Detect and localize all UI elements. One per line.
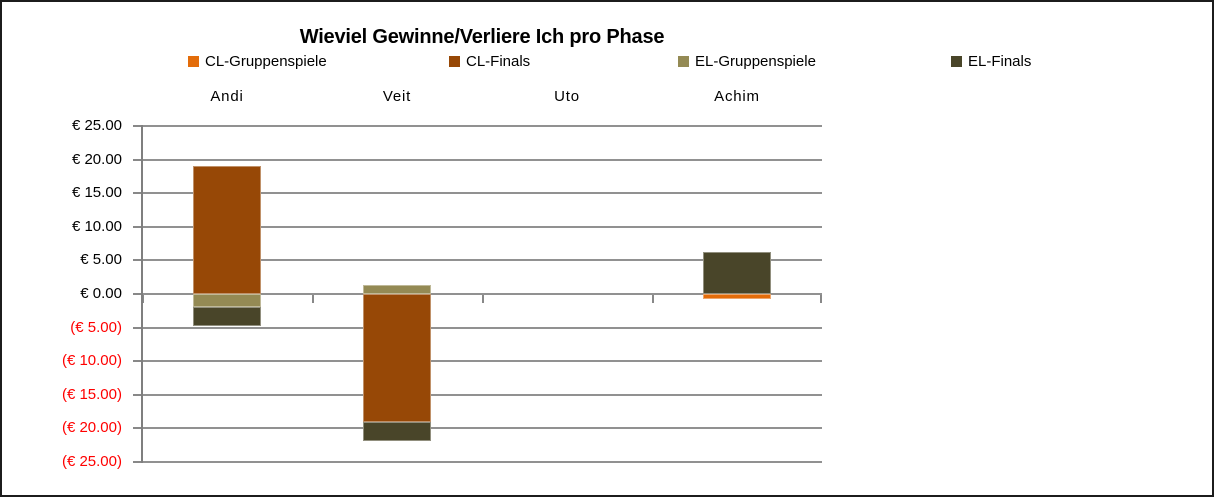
- legend-item-cl-finals[interactable]: CL-Finals: [449, 52, 530, 70]
- legend-item-el-gruppenspiele[interactable]: EL-Gruppenspiele: [678, 52, 816, 70]
- gridline: [142, 125, 822, 127]
- bar-segment-cl-finals-andi[interactable]: [193, 166, 261, 294]
- value-axis-tick-label: € 20.00: [71, 151, 122, 168]
- legend-item-el-finals[interactable]: EL-Finals: [951, 52, 1031, 70]
- value-axis-tick: [133, 192, 142, 194]
- value-axis-tick: [133, 327, 142, 329]
- value-axis-tick: [133, 226, 142, 228]
- legend-swatch-icon: [449, 55, 460, 67]
- gridline: [142, 226, 822, 228]
- value-axis-tick: [133, 125, 142, 127]
- category-axis-tick: [312, 295, 314, 303]
- legend-label: CL-Finals: [466, 52, 531, 70]
- category-axis-labels: Andi Veit Uto Achim: [2, 88, 1212, 108]
- bar-segment-el-gruppenspiele-andi[interactable]: [193, 294, 261, 307]
- value-axis-labels: € 25.00 € 20.00 € 15.00 € 10.00 € 5.00 € 0.00…: [20, 2, 122, 495]
- value-axis-tick-label: € 10.00: [71, 218, 122, 235]
- zero-gridline: [142, 293, 822, 295]
- gridline: [142, 192, 822, 194]
- legend-item-cl-gruppenspiele[interactable]: CL-Gruppenspiele: [188, 52, 327, 70]
- chart-title[interactable]: Wieviel Gewinne/Verliere Ich pro Phase: [299, 26, 665, 48]
- value-axis-tick-label: (€ 5.00): [70, 319, 122, 336]
- value-axis-tick-label: (€ 25.00): [61, 453, 122, 470]
- value-axis-tick: [133, 259, 142, 261]
- value-axis-tick-label: € 0.00: [80, 285, 122, 302]
- value-axis-tick-label: € 5.00: [80, 251, 122, 268]
- category-axis-tick: [820, 295, 822, 303]
- value-axis-tick-label: (€ 10.00): [61, 352, 122, 369]
- value-axis-tick: [133, 360, 142, 362]
- gridline: [142, 159, 822, 161]
- bar-segment-el-finals-achim[interactable]: [703, 252, 771, 294]
- bar-segment-el-finals-veit[interactable]: [363, 422, 431, 441]
- bar-segment-el-gruppenspiele-veit[interactable]: [363, 285, 431, 294]
- value-axis-tick: [133, 394, 142, 396]
- value-axis-tick-label: (€ 15.00): [61, 386, 122, 403]
- legend-swatch-icon: [188, 55, 199, 67]
- bar-segment-cl-finals-veit[interactable]: [363, 294, 431, 422]
- category-label-veit[interactable]: Veit: [382, 88, 412, 105]
- legend-label: EL-Gruppenspiele: [695, 52, 816, 70]
- legend-label: CL-Gruppenspiele: [205, 52, 327, 70]
- value-axis-tick: [133, 293, 142, 295]
- category-axis-tick: [652, 295, 654, 303]
- value-axis-tick-label: (€ 20.00): [61, 419, 122, 436]
- value-axis-tick: [133, 159, 142, 161]
- legend-swatch-icon: [678, 55, 689, 67]
- gridline: [142, 427, 822, 429]
- bar-segment-el-finals-andi[interactable]: [193, 307, 261, 326]
- category-axis-tick: [142, 295, 144, 303]
- gridline: [142, 360, 822, 362]
- value-axis-tick: [133, 427, 142, 429]
- legend-label: EL-Finals: [968, 52, 1032, 70]
- category-label-uto[interactable]: Uto: [554, 88, 580, 105]
- gridline: [142, 259, 822, 261]
- gridline: [142, 327, 822, 329]
- plot-area: [133, 125, 822, 463]
- chart-legend: CL-Gruppenspiele CL-Finals EL-Gruppenspi…: [2, 52, 1212, 70]
- category-label-andi[interactable]: Andi: [210, 88, 244, 105]
- value-axis-tick-label: € 15.00: [71, 184, 122, 201]
- value-axis-tick: [133, 461, 142, 463]
- legend-swatch-icon: [951, 55, 962, 67]
- value-axis-tick-label: € 25.00: [71, 117, 122, 134]
- gridline: [142, 394, 822, 396]
- bar-segment-cl-gruppenspiele-achim[interactable]: [703, 294, 771, 299]
- gridline: [142, 461, 822, 463]
- value-axis-line: [141, 125, 143, 463]
- category-label-achim[interactable]: Achim: [714, 88, 760, 105]
- category-axis-tick: [482, 295, 484, 303]
